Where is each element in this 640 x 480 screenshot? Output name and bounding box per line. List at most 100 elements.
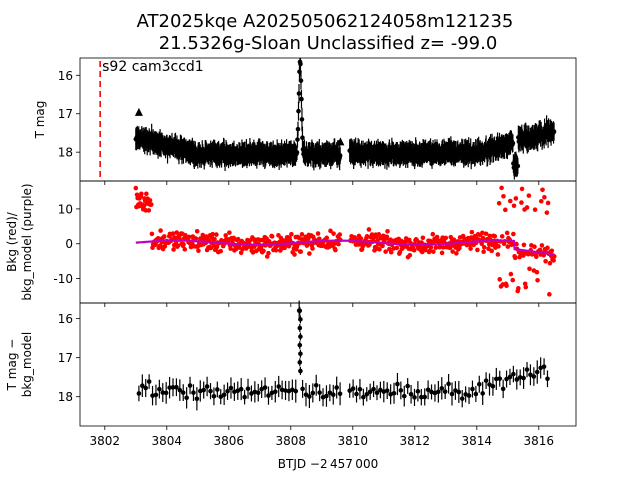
bkg-point — [289, 231, 294, 237]
diff-flare-point — [297, 308, 303, 314]
diff-point — [337, 391, 343, 397]
diff-point — [524, 367, 530, 372]
bkg-point — [540, 187, 545, 193]
diff-point — [215, 387, 220, 392]
diff-point — [245, 386, 251, 392]
bkg-point — [139, 191, 144, 197]
bkg-point — [511, 203, 517, 209]
bkg-point — [182, 247, 188, 252]
bkg-point — [469, 229, 475, 235]
diff-point — [191, 390, 196, 395]
bkg-point — [504, 230, 510, 236]
bkg-point — [507, 198, 513, 204]
bkg-point — [133, 185, 139, 191]
bkg-point — [193, 236, 199, 241]
bkg-point — [328, 228, 333, 234]
bkg-point — [292, 252, 297, 257]
x-tick-label: 3814 — [462, 434, 493, 448]
x-tick-label: 3806 — [214, 434, 245, 448]
diff-flare-point — [297, 342, 303, 348]
chart-title-line1: AT2025kqe A202505062124058m121235 — [137, 11, 514, 32]
diff-point — [279, 387, 285, 393]
bkg-point — [223, 233, 228, 238]
bkg-point — [539, 243, 545, 248]
bkg-model-line — [135, 239, 555, 256]
diff-point — [470, 386, 475, 392]
diff-point — [497, 376, 503, 381]
diff-point — [384, 388, 390, 393]
diff-point — [238, 386, 244, 392]
bkg-point — [376, 232, 382, 237]
diff-point — [313, 382, 319, 388]
bkg-point — [497, 277, 503, 282]
panel-background: -10 0 10 Bkg (red)/bkg_model (purple) — [5, 180, 577, 307]
bkg-point — [158, 228, 163, 233]
bkg-point — [545, 245, 550, 251]
diff-point — [140, 383, 145, 389]
diff-point — [442, 389, 448, 394]
bkg-point — [411, 247, 417, 253]
diff-point — [408, 391, 414, 397]
bkg-point — [526, 193, 532, 198]
chart-title-line2: 21.5326g-Sloan Unclassified z= -99.0 — [159, 33, 498, 54]
upper-limit-marker — [134, 107, 143, 116]
diff-point — [143, 385, 149, 391]
bkg-point — [186, 234, 192, 240]
diff-point — [153, 392, 159, 398]
diff-point — [436, 389, 441, 395]
panel-difference: 16 17 18 3802 3804 3806 3808 3810 3812 3814 3816 T … — [5, 300, 577, 448]
bkg-point — [420, 235, 426, 241]
diff-point — [150, 393, 155, 398]
diff-point — [276, 384, 282, 389]
diff-point — [177, 387, 183, 393]
bkg-point — [227, 230, 232, 235]
diff-point — [500, 386, 506, 392]
diff-point — [235, 388, 241, 394]
axes-frame — [79, 302, 577, 427]
diff-point — [327, 390, 333, 396]
diff-point — [330, 392, 336, 398]
diff-point — [221, 392, 227, 398]
tmag-point — [299, 117, 305, 122]
bkg-point — [235, 236, 241, 242]
bkg-point — [505, 244, 511, 249]
bkg-point — [380, 243, 385, 249]
tmag-point — [551, 129, 557, 134]
x-tick-label: 3812 — [400, 434, 431, 448]
diff-point — [419, 394, 424, 400]
bkg-point — [196, 248, 201, 253]
bkg-point — [513, 196, 519, 201]
tmag-point — [337, 153, 343, 158]
bkg-point — [366, 227, 372, 232]
bkg-point — [427, 248, 432, 254]
y-tick-label: 17 — [58, 351, 73, 365]
bkg-point — [388, 249, 394, 255]
bkg-point — [503, 207, 508, 213]
bkg-point — [358, 236, 364, 241]
diff-point — [174, 384, 179, 390]
diff-point — [521, 375, 526, 381]
bkg-point — [434, 234, 440, 240]
bkg-point — [310, 246, 315, 251]
diff-point — [534, 369, 540, 375]
bkg-point — [384, 234, 390, 240]
diff-point — [367, 389, 373, 395]
diff-point — [480, 391, 485, 396]
bkg-point — [443, 235, 449, 241]
tmag-point — [295, 126, 301, 132]
diff-point — [541, 364, 547, 369]
bkg-point — [450, 249, 455, 254]
bkg-point — [489, 248, 494, 254]
tmag-point — [300, 135, 305, 140]
bkg-point — [286, 243, 292, 249]
bkg-point — [521, 242, 527, 248]
bkg-point — [496, 244, 501, 249]
bkg-point — [512, 255, 518, 261]
bkg-point — [333, 247, 338, 253]
bkg-point — [212, 236, 217, 242]
diff-point — [446, 381, 451, 387]
bkg-point — [214, 232, 219, 237]
diff-point — [307, 394, 312, 399]
bkg-point — [468, 246, 473, 251]
diff-point — [273, 389, 278, 394]
